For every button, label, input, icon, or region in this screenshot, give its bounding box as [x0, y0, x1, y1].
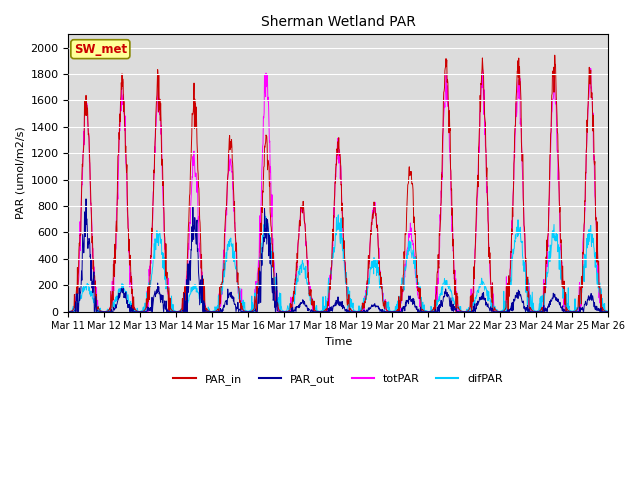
PAR_out [493, 309, 501, 314]
PAR_in [604, 309, 612, 314]
Legend: PAR_in, PAR_out, totPAR, difPAR: PAR_in, PAR_out, totPAR, difPAR [169, 370, 508, 389]
PAR_in [422, 309, 430, 314]
totPAR [65, 309, 72, 314]
PAR_in [65, 309, 72, 314]
PAR_out [172, 309, 180, 314]
totPAR [422, 309, 430, 314]
PAR_in [172, 309, 179, 314]
Text: SW_met: SW_met [74, 43, 127, 56]
totPAR [587, 66, 595, 72]
PAR_out [82, 196, 90, 202]
difPAR [172, 308, 179, 314]
difPAR [493, 307, 501, 312]
PAR_out [65, 309, 72, 314]
difPAR [185, 297, 193, 303]
difPAR [67, 309, 75, 314]
PAR_out [186, 270, 193, 276]
totPAR [604, 309, 612, 314]
PAR_in [540, 281, 548, 287]
totPAR [493, 308, 500, 314]
totPAR [172, 309, 179, 314]
difPAR [541, 292, 548, 298]
PAR_in [551, 52, 559, 58]
totPAR [93, 309, 100, 314]
difPAR [65, 309, 72, 314]
PAR_out [246, 309, 253, 314]
totPAR [540, 296, 548, 302]
totPAR [245, 309, 253, 314]
PAR_out [604, 309, 612, 314]
difPAR [335, 212, 342, 217]
Line: difPAR: difPAR [68, 215, 608, 312]
difPAR [422, 308, 430, 313]
Y-axis label: PAR (umol/m2/s): PAR (umol/m2/s) [15, 127, 25, 219]
PAR_out [541, 309, 548, 314]
X-axis label: Time: Time [324, 337, 352, 347]
PAR_in [245, 309, 253, 314]
PAR_out [72, 309, 80, 314]
difPAR [245, 308, 253, 314]
Line: PAR_in: PAR_in [68, 55, 608, 312]
difPAR [604, 308, 612, 314]
PAR_in [72, 309, 80, 314]
totPAR [185, 247, 193, 252]
PAR_out [422, 309, 430, 314]
PAR_in [185, 218, 193, 224]
Line: totPAR: totPAR [68, 69, 608, 312]
Line: PAR_out: PAR_out [68, 199, 608, 312]
PAR_in [493, 308, 500, 314]
Title: Sherman Wetland PAR: Sherman Wetland PAR [260, 15, 415, 29]
